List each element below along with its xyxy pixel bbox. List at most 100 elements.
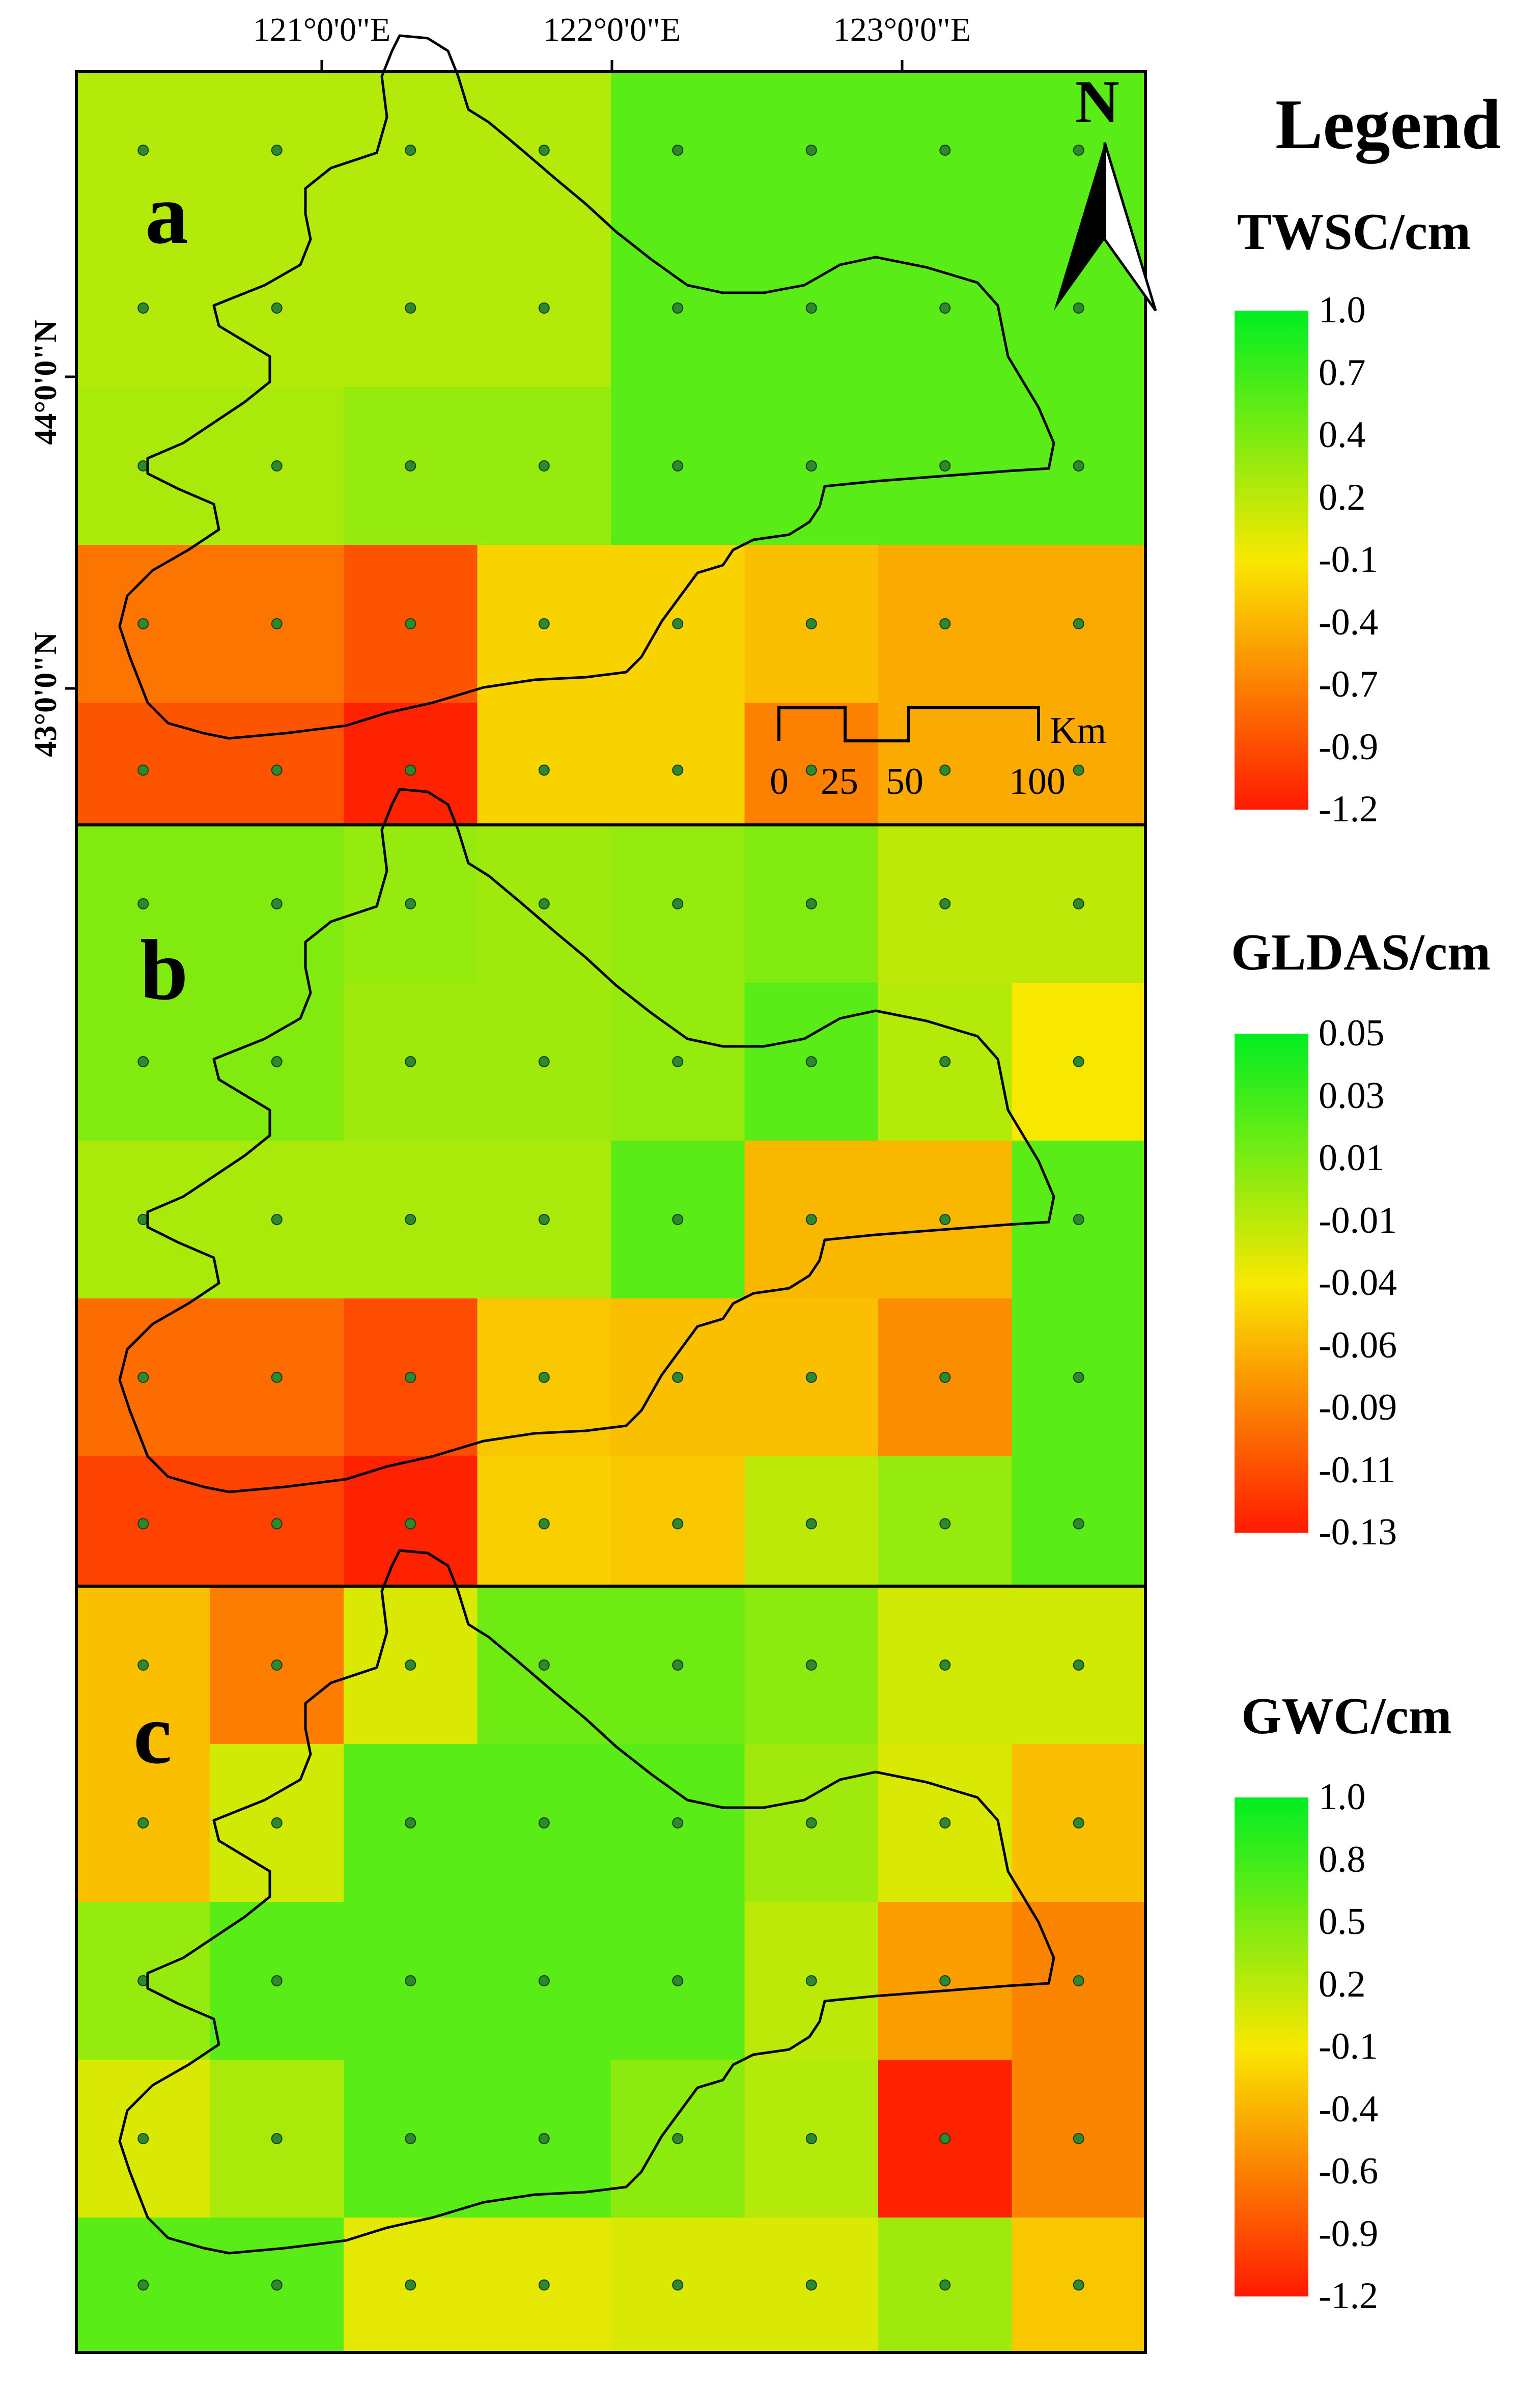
panel-letter-c: c	[133, 1686, 172, 1782]
panel-a-grid-point-r1-c1	[271, 302, 283, 314]
panel-b-grid-point-r1-c6	[939, 1056, 951, 1067]
panel-c-grid-point-r3-c1	[271, 2133, 283, 2144]
panel-a-grid-point-r1-c5	[805, 302, 817, 314]
panel-c-grid-point-r4-c3	[538, 2279, 550, 2291]
scale-bar-label-100: 100	[1009, 761, 1066, 802]
panel-a-grid-point-r4-c4	[672, 764, 684, 776]
scale-bar	[777, 706, 1040, 742]
panel-b-grid-point-r0-c5	[805, 898, 817, 909]
panel-a-grid-point-r2-c1	[271, 460, 283, 472]
panel-c-grid-point-r3-c0	[137, 2133, 149, 2144]
panel-b-grid-point-r0-c0	[137, 898, 149, 909]
panel-c-grid-point-r4-c0	[137, 2279, 149, 2291]
panel-a-grid-point-r4-c2	[405, 764, 416, 776]
panel-b-grid-point-r1-c5	[805, 1056, 817, 1067]
panel-c-grid-point-r0-c3	[538, 1659, 550, 1671]
panel-a-grid-point-r4-c0	[137, 764, 149, 776]
panel-b-grid-point-r2-c1	[271, 1214, 283, 1225]
panel-b-grid-point-r3-c2	[405, 1372, 416, 1383]
panel-a-grid-point-r4-c3	[538, 764, 550, 776]
latitude-label-43: 43°0'0"N	[29, 632, 63, 757]
panel-c-grid-point-r0-c5	[805, 1659, 817, 1671]
panel-a-grid-point-r3-c3	[538, 618, 550, 629]
legend-tick-c-1: 0.8	[1319, 1838, 1366, 1880]
panel-b-grid-point-r3-c7	[1073, 1372, 1084, 1383]
panel-c-grid-point-r0-c0	[137, 1659, 149, 1671]
panel-a-grid-point-r2-c6	[939, 460, 951, 472]
panel-c-grid-point-r2-c5	[805, 1975, 817, 1986]
legend-tick-a-8: -1.2	[1319, 788, 1379, 830]
legend-heading-twsc: TWSC/cm	[1237, 203, 1471, 261]
panel-c-study-area-boundary	[118, 1549, 1055, 2255]
north-arrow-right-half	[1103, 142, 1157, 312]
legend-tick-c-8: -1.2	[1319, 2275, 1379, 2317]
panel-b-grid-point-r2-c7	[1073, 1214, 1084, 1225]
panel-a-grid-point-r3-c7	[1073, 618, 1084, 629]
panel-c-grid-point-r2-c7	[1073, 1975, 1084, 1986]
panel-a-grid-point-r0-c7	[1073, 145, 1084, 156]
legend-tick-a-1: 0.7	[1319, 351, 1366, 394]
legend-colorbar-a	[1235, 311, 1308, 810]
legend-heading-gwc: GWC/cm	[1241, 1687, 1452, 1745]
panel-c-grid-point-r4-c4	[672, 2279, 684, 2291]
panel-c-grid-point-r2-c4	[672, 1975, 684, 1986]
panel-b-grid-point-r1-c4	[672, 1056, 684, 1067]
panel-b-grid-point-r4-c6	[939, 1518, 951, 1530]
legend-tick-a-7: -0.9	[1319, 726, 1379, 768]
north-arrow-label: N	[1075, 68, 1119, 135]
panel-b-grid-point-r3-c3	[538, 1372, 550, 1383]
legend-tick-b-7: -0.11	[1319, 1449, 1396, 1491]
panel-a-grid-point-r3-c0	[137, 618, 149, 629]
panel-a-grid-point-r2-c5	[805, 460, 817, 472]
panel-b-map	[75, 788, 1147, 1593]
scale-bar-label-50: 50	[886, 761, 923, 802]
legend-tick-c-6: -0.6	[1319, 2150, 1379, 2192]
panel-c-grid-point-r0-c6	[939, 1659, 951, 1671]
panel-a-grid-point-r3-c2	[405, 618, 416, 629]
panel-a-grid-point-r3-c1	[271, 618, 283, 629]
panel-a-grid-point-r3-c6	[939, 618, 951, 629]
panel-b-grid-point-r0-c4	[672, 898, 684, 909]
panel-c-grid-point-r1-c3	[538, 1817, 550, 1829]
panel-b-grid-point-r2-c3	[538, 1214, 550, 1225]
panel-b-grid-point-r0-c1	[271, 898, 283, 909]
legend-colorbar-b	[1235, 1034, 1308, 1533]
legend-tick-b-0: 0.05	[1319, 1012, 1385, 1054]
panel-a-grid-point-r0-c2	[405, 145, 416, 156]
panel-c-frame	[75, 1585, 1147, 2354]
panel-c-grid-point-r1-c4	[672, 1817, 684, 1829]
panel-a-grid-point-r0-c5	[805, 145, 817, 156]
panel-b-grid-point-r0-c7	[1073, 898, 1084, 909]
panel-c-grid-point-r4-c6	[939, 2279, 951, 2291]
legend-tick-c-7: -0.9	[1319, 2212, 1379, 2255]
legend-tick-a-5: -0.4	[1319, 601, 1379, 643]
panel-b-grid-point-r2-c5	[805, 1214, 817, 1225]
panel-c-grid-point-r1-c5	[805, 1817, 817, 1829]
panel-c-grid-point-r1-c2	[405, 1817, 416, 1829]
panel-c-grid-point-r2-c3	[538, 1975, 550, 1986]
panel-b-grid-point-r3-c0	[137, 1372, 149, 1383]
legend-tick-b-5: -0.06	[1319, 1324, 1397, 1366]
panel-a-study-area-boundary	[118, 34, 1055, 740]
panel-b-grid-point-r4-c5	[805, 1518, 817, 1530]
panel-b-grid-point-r4-c1	[271, 1518, 283, 1530]
panel-b-grid-point-r0-c2	[405, 898, 416, 909]
panel-a-grid-point-r0-c1	[271, 145, 283, 156]
panel-b-grid-point-r4-c4	[672, 1518, 684, 1530]
legend-tick-a-6: -0.7	[1319, 663, 1379, 705]
panel-a-grid-point-r1-c2	[405, 302, 416, 314]
panel-c-grid-point-r2-c2	[405, 1975, 416, 1986]
longitude-label-122: 122°0'0"E	[543, 11, 681, 48]
panel-c-grid-point-r3-c7	[1073, 2133, 1084, 2144]
panel-b-grid-point-r1-c1	[271, 1056, 283, 1067]
panel-b-grid-point-r3-c1	[271, 1372, 283, 1383]
legend-colorbar-c	[1235, 1797, 1308, 2296]
scale-bar-label-25: 25	[821, 761, 858, 802]
panel-b-grid-point-r2-c2	[405, 1214, 416, 1225]
panel-b-grid-point-r1-c3	[538, 1056, 550, 1067]
panel-c-grid-point-r1-c0	[137, 1817, 149, 1829]
panel-c-grid-point-r4-c1	[271, 2279, 283, 2291]
panel-c-grid-point-r0-c7	[1073, 1659, 1084, 1671]
panel-letter-a: a	[145, 166, 188, 262]
